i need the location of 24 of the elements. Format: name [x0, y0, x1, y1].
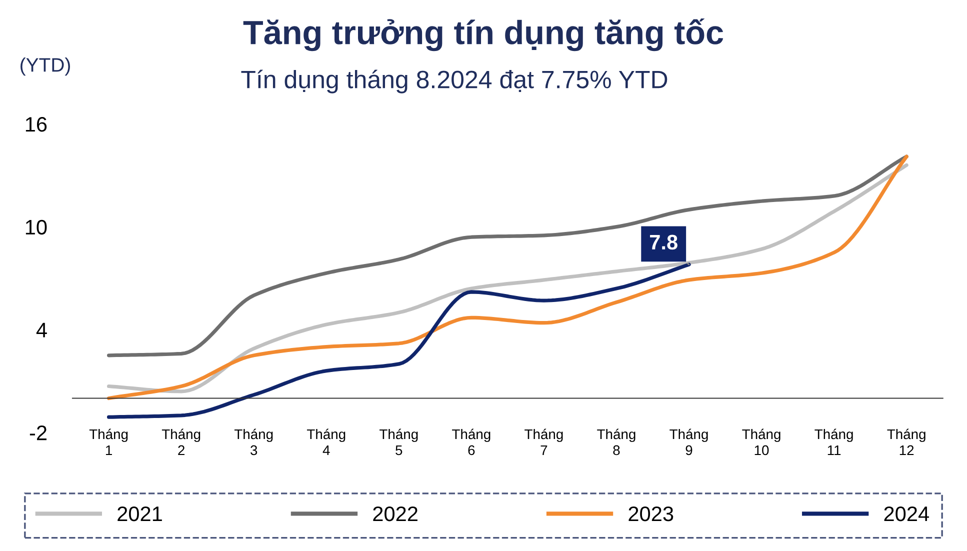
- x-tick-label: Tháng 12: [887, 428, 926, 455]
- x-tick-label: Tháng 9: [670, 428, 708, 456]
- x-tick-label: Tháng 1: [89, 428, 128, 455]
- y-tick-label: 16: [26, 116, 47, 132]
- x-tick-label: Tháng 4: [306, 428, 346, 455]
- x-tick-label: Tháng 8: [597, 428, 636, 456]
- legend-label: 2022: [373, 506, 418, 522]
- chart-title: Tăng trưởng tín dụng tăng tốc: [243, 18, 724, 52]
- y-tick-label: -2: [30, 426, 46, 440]
- y-tick-label: 10: [26, 220, 47, 235]
- annotation: 7.8: [650, 234, 678, 250]
- x-tick-label: Tháng 3: [234, 428, 273, 456]
- x-tick-label: Tháng 11: [814, 428, 853, 455]
- chart-subtitle: Tín dụng tháng 8.2024 đạt 7.75% YTD: [241, 70, 668, 94]
- x-tick-label: Tháng 2: [162, 428, 200, 455]
- legend-label: 2024: [884, 506, 929, 522]
- x-tick-label: Tháng 7: [524, 428, 563, 455]
- x-tick-label: Tháng 10: [742, 428, 780, 456]
- legend-label: 2023: [628, 506, 674, 522]
- legend-label: 2021: [118, 506, 162, 522]
- x-tick-label: Tháng 5: [380, 428, 418, 456]
- y-tick-label: 4: [36, 322, 47, 338]
- y-axis-title: (YTD): [20, 58, 70, 76]
- x-tick-label: Tháng 6: [452, 428, 490, 456]
